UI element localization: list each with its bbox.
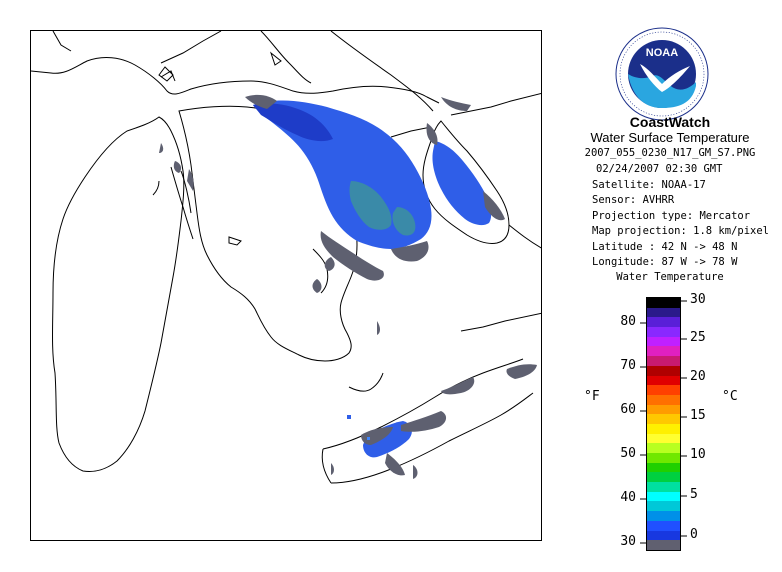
tick-c-0: 0 xyxy=(690,527,698,542)
info-satellite: Satellite: NOAA-17 xyxy=(592,178,706,191)
colorbar-swatch xyxy=(647,453,680,463)
noaa-logo: NOAA xyxy=(615,27,709,121)
colorbar-swatch xyxy=(647,462,680,473)
tick-f-30: 30 xyxy=(620,534,636,549)
colorbar-swatch xyxy=(647,394,680,405)
colorbar-swatch xyxy=(647,472,680,483)
great-lakes-map xyxy=(31,31,541,484)
tick-c-10: 10 xyxy=(690,447,706,462)
colorbar-swatch xyxy=(647,433,680,444)
tick-f-50: 50 xyxy=(620,446,636,461)
colorbar-swatch xyxy=(647,414,680,424)
colorbar-swatch xyxy=(647,491,680,502)
water-temperature-overlay xyxy=(159,94,537,479)
map-panel xyxy=(30,30,542,541)
colorbar-swatch xyxy=(647,327,680,337)
temperature-region-deep-blue xyxy=(253,103,333,142)
colorbar-swatch xyxy=(647,423,680,434)
tick-f-40: 40 xyxy=(620,490,636,505)
colorbar-swatch xyxy=(647,385,680,395)
cloud-mask xyxy=(159,94,537,479)
info-datetime: 02/24/2007 02:30 GMT xyxy=(596,163,723,175)
colorbar-swatch xyxy=(647,307,680,318)
tick-f-70: 70 xyxy=(620,358,636,373)
colorbar-swatch xyxy=(647,317,680,328)
colorbar-swatch xyxy=(647,356,680,366)
colorbar-swatch xyxy=(647,298,680,308)
metadata-block: 02/24/2007 02:30 GMT Satellite: NOAA-17 … xyxy=(560,162,782,271)
info-projection-type: Projection type: Mercator xyxy=(592,209,751,222)
legend-title: Water Temperature xyxy=(616,271,724,283)
tick-c-20: 20 xyxy=(690,369,706,384)
colorbar-swatch xyxy=(647,365,680,376)
tick-c-25: 25 xyxy=(690,330,706,345)
tick-c-30: 30 xyxy=(690,292,706,307)
lake-michigan-shoreline xyxy=(52,116,185,472)
unit-celsius: °C xyxy=(722,389,738,404)
colorbar-swatch xyxy=(647,336,680,347)
image-filename: 2007_055_0230_N17_GM_S7.PNG xyxy=(584,147,756,159)
tick-c-15: 15 xyxy=(690,408,706,423)
coastlines xyxy=(31,31,541,484)
colorbar-swatch xyxy=(647,375,680,386)
georgian-bay-shoreline xyxy=(422,120,510,244)
temperature-colorbar xyxy=(646,297,681,551)
info-sensor: Sensor: AVHRR xyxy=(592,194,675,206)
colorbar-swatch xyxy=(647,511,680,521)
tick-f-60: 60 xyxy=(620,402,636,417)
colorbar-swatch xyxy=(647,404,680,415)
green-bay-shoreline xyxy=(152,166,194,240)
colorbar-tick-marks xyxy=(640,300,687,544)
temperature-region-georgian-bay xyxy=(432,141,492,226)
info-longitude: Longitude: 87 W -> 78 W xyxy=(592,256,738,268)
temperature-region-teal xyxy=(349,181,392,230)
colorbar-swatch xyxy=(647,501,680,512)
noaa-logo-text: NOAA xyxy=(646,47,678,59)
upper-peninsula-shoreline xyxy=(31,57,440,104)
unit-fahrenheit: °F xyxy=(584,389,600,404)
colorbar-swatch xyxy=(647,530,680,541)
temperature-region-lake-erie xyxy=(363,421,412,458)
info-map-projection: Map projection: 1.8 km/pixel xyxy=(592,225,770,237)
colorbar-swatch xyxy=(647,520,680,531)
colorbar-swatch xyxy=(647,540,680,550)
island-outline xyxy=(228,236,242,246)
noaa-logo-gull xyxy=(640,64,690,92)
brand-title: CoastWatch xyxy=(629,114,711,130)
tick-c-5: 5 xyxy=(690,487,698,502)
info-latitude: Latitude : 42 N -> 48 N xyxy=(592,240,738,253)
colorbar-swatch xyxy=(647,443,680,453)
tick-f-80: 80 xyxy=(620,314,636,329)
colorbar-swatch xyxy=(647,482,680,492)
product-title: Water Surface Temperature xyxy=(590,130,750,145)
colorbar-swatch xyxy=(647,346,680,357)
